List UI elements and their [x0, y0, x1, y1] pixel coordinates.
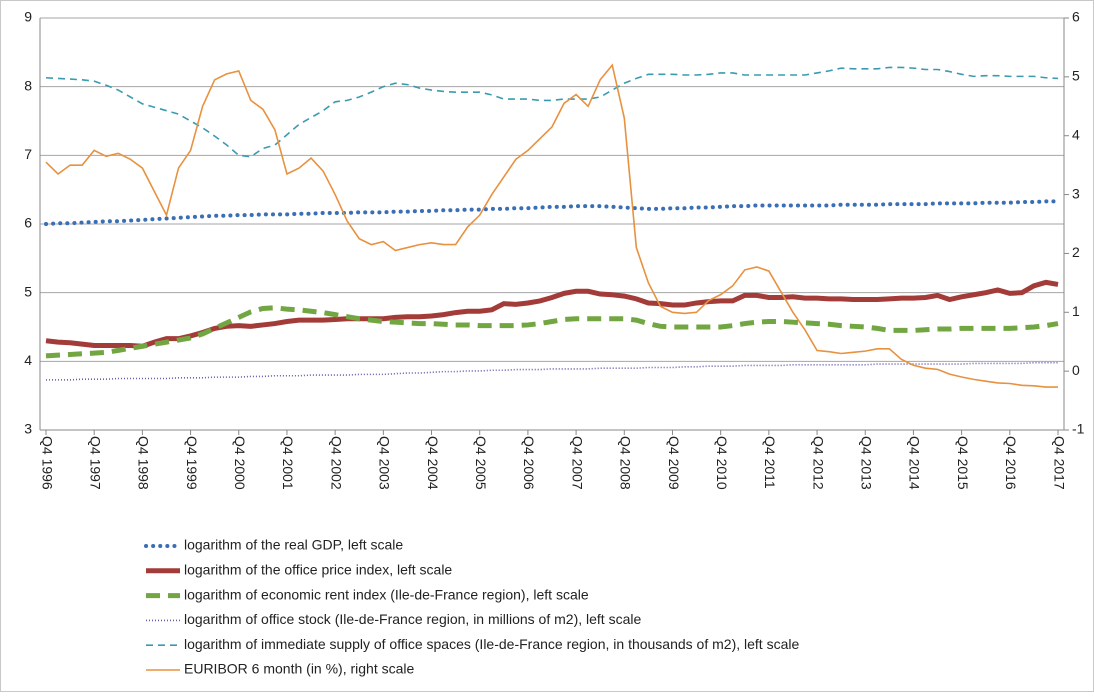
- y2-tick-label: 4: [1072, 126, 1080, 142]
- legend-label: logarithm of office stock (Ile-de-France…: [184, 611, 641, 627]
- legend-label: logarithm of immediate supply of office …: [184, 636, 799, 652]
- x-tick-label: Q4 2011: [762, 436, 778, 489]
- y-tick-label: 5: [24, 283, 32, 299]
- x-tick-label: Q4 2005: [473, 436, 489, 490]
- y-tick-label: 7: [24, 146, 32, 162]
- legend-label: EURIBOR 6 month (in %), right scale: [184, 661, 415, 677]
- y-tick-label: 3: [24, 421, 32, 437]
- x-tick-label: Q4 2012: [810, 436, 826, 490]
- y-tick-label: 9: [24, 9, 32, 25]
- legend-label: logarithm of the office price index, lef…: [184, 562, 452, 578]
- x-tick-label: Q4 2001: [280, 436, 296, 490]
- x-tick-label: Q4 2015: [955, 436, 971, 490]
- series-line: [45, 66, 1059, 158]
- y2-tick-label: 6: [1072, 9, 1080, 25]
- x-tick-label: Q4 2003: [377, 436, 393, 490]
- series-line: [44, 199, 1060, 226]
- y-tick-label: 8: [24, 77, 32, 93]
- y2-tick-label: 2: [1072, 244, 1080, 260]
- x-tick-label: Q4 1996: [39, 436, 55, 490]
- y2-tick-label: 0: [1072, 362, 1080, 378]
- x-tick-label: Q4 2004: [425, 436, 441, 490]
- x-tick-label: Q4 2013: [859, 436, 875, 490]
- y2-tick-label: 1: [1072, 303, 1080, 319]
- legend-label: logarithm of economic rent index (Ile-de…: [184, 586, 589, 602]
- y2-tick-label: 3: [1072, 185, 1080, 201]
- x-tick-label: Q4 2016: [1003, 436, 1019, 490]
- x-tick-label: Q4 1997: [87, 436, 103, 490]
- series-line: [45, 279, 1059, 349]
- x-tick-label: Q4 1999: [184, 436, 200, 490]
- y-tick-label: 4: [24, 352, 32, 368]
- x-tick-label: Q4 2017: [1051, 436, 1067, 490]
- legend-label: logarithm of the real GDP, left scale: [184, 537, 403, 553]
- x-tick-label: Q4 2000: [232, 436, 248, 490]
- series-line: [45, 63, 1058, 388]
- x-tick-label: Q4 2002: [328, 436, 344, 490]
- y2-tick-label: -1: [1072, 421, 1085, 437]
- x-tick-label: Q4 2009: [666, 436, 682, 490]
- series-line: [45, 305, 1059, 359]
- x-tick-label: Q4 2010: [714, 436, 730, 490]
- y2-tick-label: 5: [1072, 68, 1080, 84]
- x-tick-label: Q4 2006: [521, 436, 537, 490]
- x-tick-label: Q4 2014: [907, 436, 923, 490]
- x-tick-label: Q4 1998: [136, 436, 152, 490]
- y-tick-label: 6: [24, 215, 32, 231]
- x-tick-label: Q4 2008: [618, 436, 634, 490]
- x-tick-label: Q4 2007: [569, 436, 585, 490]
- series-line: [46, 361, 1058, 381]
